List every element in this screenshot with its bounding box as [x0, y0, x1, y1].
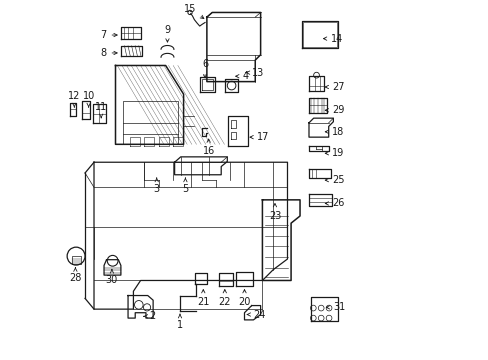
Text: 21: 21 [197, 289, 209, 307]
Text: 26: 26 [325, 198, 344, 208]
Text: 13: 13 [245, 68, 264, 78]
Text: 24: 24 [247, 310, 265, 320]
Text: 14: 14 [323, 33, 342, 44]
Text: 2: 2 [143, 311, 156, 321]
Text: 10: 10 [82, 91, 95, 107]
Text: 27: 27 [325, 82, 344, 92]
Text: 18: 18 [325, 127, 344, 137]
Text: 19: 19 [325, 148, 344, 158]
Text: 23: 23 [268, 203, 281, 221]
Text: 25: 25 [325, 175, 344, 185]
Text: 1: 1 [177, 314, 183, 330]
Text: 3: 3 [153, 178, 160, 194]
Text: 31: 31 [325, 302, 345, 312]
Text: 12: 12 [68, 91, 81, 107]
Text: 4: 4 [235, 71, 248, 81]
Text: 30: 30 [105, 269, 118, 285]
Text: 7: 7 [100, 30, 117, 40]
Text: 16: 16 [202, 139, 214, 156]
Text: 5: 5 [182, 178, 188, 194]
Text: 8: 8 [100, 48, 117, 58]
Text: 6: 6 [202, 59, 208, 78]
Text: 15: 15 [183, 4, 203, 18]
Text: 29: 29 [325, 105, 344, 115]
Text: 20: 20 [238, 289, 250, 307]
Text: 17: 17 [249, 132, 269, 142]
Text: 28: 28 [69, 267, 81, 283]
Text: 22: 22 [218, 289, 230, 307]
Text: 9: 9 [164, 25, 170, 42]
Text: 11: 11 [95, 102, 107, 118]
